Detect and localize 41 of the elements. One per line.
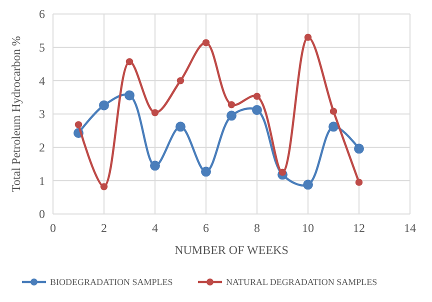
y-tick-label: 5: [39, 40, 45, 55]
x-tick-label: 8: [254, 221, 260, 235]
x-tick-label: 4: [152, 221, 158, 235]
point: [176, 77, 184, 84]
y-axis-title: Total Petroleum Hydrocarbon %: [9, 36, 23, 192]
point: [252, 105, 262, 115]
legend-label: NATURAL DEGRADATION SAMPLES: [226, 277, 378, 288]
point: [150, 160, 160, 171]
point: [328, 122, 338, 132]
point: [124, 90, 134, 100]
point: [100, 183, 108, 190]
point: [226, 110, 236, 121]
legend-label: BIODEGRADATION SAMPLES: [50, 277, 173, 288]
x-tick-label: 12: [353, 221, 365, 235]
y-tick-label: 1: [39, 174, 45, 188]
y-tick-label: 2: [39, 140, 45, 155]
point: [330, 108, 338, 115]
point: [202, 39, 210, 46]
x-tick-label: 2: [101, 221, 107, 235]
point: [74, 121, 82, 128]
point: [176, 122, 186, 132]
x-tick-label: 10: [302, 221, 314, 235]
y-tick-label: 0: [39, 207, 45, 222]
x-axis-title: NUMBER OF WEEKS: [174, 243, 288, 257]
x-tick-label: 6: [203, 221, 209, 235]
point: [151, 109, 159, 116]
y-tick-label: 4: [39, 74, 45, 88]
point: [355, 178, 363, 186]
point: [201, 166, 211, 177]
point: [99, 100, 109, 110]
y-tick-label: 6: [39, 7, 45, 22]
point: [303, 180, 313, 190]
point: [228, 101, 236, 108]
y-tick-label: 3: [39, 107, 45, 122]
point: [354, 144, 364, 154]
point: [126, 58, 134, 66]
x-tick-label: 0: [50, 221, 56, 235]
point: [304, 34, 312, 41]
point: [278, 168, 286, 176]
x-tick-label: 14: [404, 221, 416, 235]
point: [253, 92, 261, 100]
